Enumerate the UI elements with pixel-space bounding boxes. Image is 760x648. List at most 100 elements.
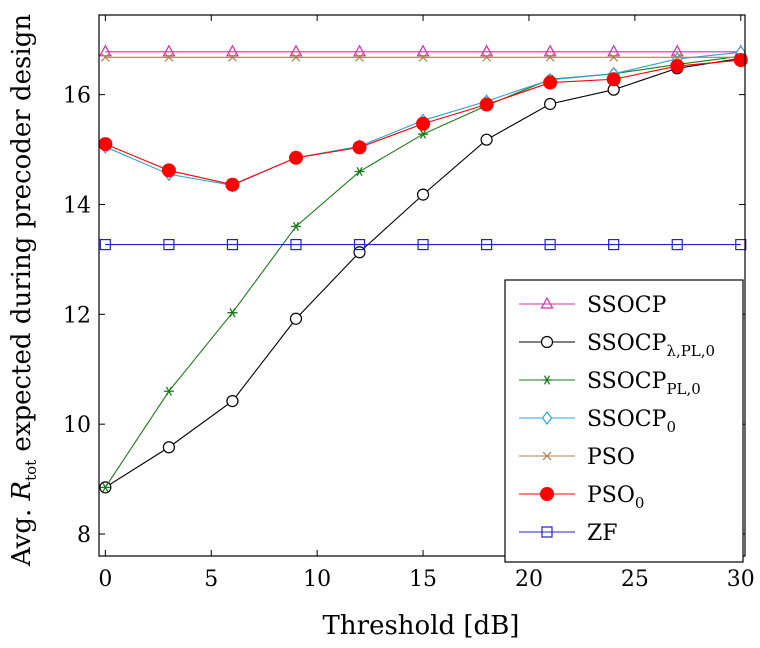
data-point bbox=[544, 97, 557, 111]
legend-marker bbox=[541, 411, 553, 425]
data-point bbox=[162, 441, 175, 454]
series-4 bbox=[100, 52, 746, 62]
legend-marker bbox=[540, 487, 554, 501]
x-tick-label: 15 bbox=[409, 567, 437, 592]
data-point bbox=[353, 44, 367, 57]
legend-marker bbox=[540, 296, 554, 309]
y-axis-label: Avg. Rtot expected during precoder desig… bbox=[7, 14, 40, 567]
data-point bbox=[354, 166, 365, 177]
x-axis-label: Threshold [dB] bbox=[323, 611, 520, 641]
legend-label: SSOCPλ,PL,0 bbox=[587, 331, 715, 360]
data-point bbox=[735, 238, 747, 251]
legend-item: ZF bbox=[519, 521, 618, 546]
data-point bbox=[353, 238, 366, 251]
data-point bbox=[290, 238, 302, 251]
data-point bbox=[100, 482, 111, 492]
x-tick-label: 0 bbox=[98, 567, 112, 592]
data-point bbox=[482, 52, 492, 62]
legend-item: SSOCPPL,0 bbox=[519, 369, 701, 398]
data-point bbox=[290, 221, 301, 232]
legend-label: SSOCP0 bbox=[587, 407, 676, 436]
legend-label: PSO0 bbox=[587, 483, 644, 512]
data-point bbox=[545, 52, 555, 62]
legend-label: PSO bbox=[587, 445, 635, 470]
data-point bbox=[480, 133, 493, 146]
x-tick-label: 30 bbox=[727, 567, 755, 592]
legend-item: PSO bbox=[519, 445, 635, 470]
data-point bbox=[225, 177, 240, 192]
y-tick-label: 10 bbox=[63, 413, 91, 438]
data-point bbox=[608, 238, 620, 251]
data-point bbox=[163, 386, 174, 396]
legend-label-subscript: λ,PL,0 bbox=[666, 342, 715, 360]
data-point bbox=[544, 238, 556, 251]
legend-label-subscript: 0 bbox=[635, 494, 645, 512]
data-point bbox=[607, 44, 621, 57]
series-0 bbox=[98, 44, 748, 57]
legend-label-main: ZF bbox=[587, 521, 618, 546]
legend-label-main: PSO bbox=[587, 483, 635, 508]
legend-label-subscript: PL,0 bbox=[666, 380, 700, 398]
y-tick-label: 8 bbox=[77, 523, 91, 548]
data-point bbox=[352, 140, 367, 155]
data-point bbox=[479, 97, 494, 112]
data-point bbox=[226, 238, 239, 251]
data-point bbox=[164, 52, 174, 62]
legend-marker bbox=[542, 451, 552, 461]
y-axis-label-subscript: tot bbox=[22, 460, 40, 481]
data-point bbox=[670, 59, 685, 74]
axes: 0 5 10 15 20 25 30 8 10 12 14 16 bbox=[63, 14, 755, 592]
data-point bbox=[418, 52, 428, 62]
x-tick-label: 10 bbox=[303, 567, 331, 592]
data-point bbox=[99, 238, 111, 251]
data-point bbox=[228, 52, 237, 62]
y-axis-label-symbol: R bbox=[7, 481, 37, 502]
legend-marker bbox=[540, 335, 554, 349]
legend-label-main: SSOCP bbox=[587, 293, 667, 318]
x-tick-label: 25 bbox=[621, 567, 649, 592]
legend-item: PSO0 bbox=[519, 483, 644, 512]
series-6 bbox=[99, 238, 747, 251]
x-tick-label: 5 bbox=[204, 567, 218, 592]
data-point bbox=[353, 246, 366, 259]
legend-label: ZF bbox=[587, 521, 618, 546]
data-point bbox=[100, 52, 110, 62]
data-point bbox=[162, 44, 176, 57]
data-point bbox=[417, 238, 429, 251]
y-tick-label: 14 bbox=[63, 193, 91, 218]
y-tick-label: 16 bbox=[63, 84, 91, 109]
data-point bbox=[543, 75, 558, 90]
legend-item: SSOCPλ,PL,0 bbox=[519, 331, 715, 360]
data-point bbox=[161, 163, 176, 178]
legend-label-main: SSOCP bbox=[587, 407, 667, 432]
legend-label-main: SSOCP bbox=[587, 369, 667, 394]
data-point bbox=[355, 52, 364, 62]
data-point bbox=[226, 395, 239, 408]
legend-label: SSOCPPL,0 bbox=[587, 369, 701, 398]
y-axis-label-prefix: Avg. bbox=[7, 501, 37, 568]
data-point bbox=[481, 238, 493, 251]
data-point bbox=[609, 52, 619, 62]
legend-item: SSOCP0 bbox=[519, 407, 676, 436]
legend-marker bbox=[541, 526, 553, 538]
data-point bbox=[291, 52, 301, 62]
data-point bbox=[289, 312, 303, 325]
data-point bbox=[416, 116, 431, 131]
data-point bbox=[225, 44, 239, 57]
legend-item: SSOCP bbox=[519, 293, 667, 318]
data-point bbox=[98, 44, 112, 57]
data-point bbox=[418, 129, 429, 139]
legend-label-main: PSO bbox=[587, 445, 635, 470]
data-point bbox=[733, 53, 748, 68]
x-tick-label: 20 bbox=[515, 567, 543, 592]
y-axis-label-suffix: expected during precoder design bbox=[7, 14, 37, 460]
y-tick-label: 12 bbox=[63, 303, 91, 328]
data-point bbox=[98, 137, 113, 152]
plot-area bbox=[98, 44, 748, 494]
legend-label-subscript: 0 bbox=[666, 418, 676, 436]
legend-marker bbox=[542, 375, 552, 385]
data-point bbox=[606, 72, 621, 87]
data-point bbox=[671, 238, 683, 251]
